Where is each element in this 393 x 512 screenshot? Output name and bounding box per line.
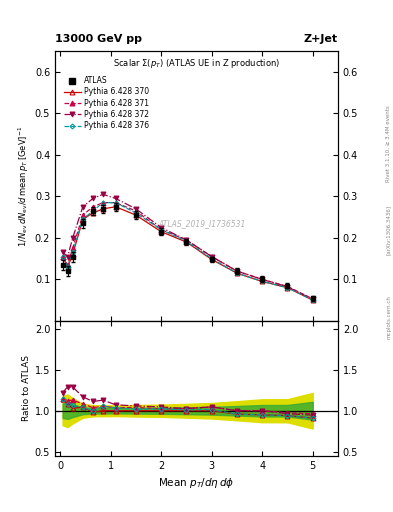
Legend: ATLAS, Pythia 6.428 370, Pythia 6.428 371, Pythia 6.428 372, Pythia 6.428 376: ATLAS, Pythia 6.428 370, Pythia 6.428 37… — [62, 74, 151, 133]
Y-axis label: Ratio to ATLAS: Ratio to ATLAS — [22, 355, 31, 421]
Text: 13000 GeV pp: 13000 GeV pp — [55, 33, 142, 44]
Text: ATLAS_2019_I1736531: ATLAS_2019_I1736531 — [158, 220, 246, 228]
Text: mcplots.cern.ch: mcplots.cern.ch — [386, 295, 391, 339]
X-axis label: Mean $p_T/d\eta\,d\phi$: Mean $p_T/d\eta\,d\phi$ — [158, 476, 235, 490]
Text: Z+Jet: Z+Jet — [304, 33, 338, 44]
Text: [arXiv:1306.3436]: [arXiv:1306.3436] — [386, 205, 391, 255]
Text: Scalar $\Sigma(p_T)$ (ATLAS UE in Z production): Scalar $\Sigma(p_T)$ (ATLAS UE in Z prod… — [113, 57, 280, 70]
Text: Rivet 3.1.10, ≥ 3.4M events: Rivet 3.1.10, ≥ 3.4M events — [386, 105, 391, 182]
Y-axis label: $1/N_\mathrm{ev}\,dN_\mathrm{ev}/d\,\mathrm{mean}\,p_T\,[\mathrm{GeV}]^{-1}$: $1/N_\mathrm{ev}\,dN_\mathrm{ev}/d\,\mat… — [16, 125, 31, 247]
